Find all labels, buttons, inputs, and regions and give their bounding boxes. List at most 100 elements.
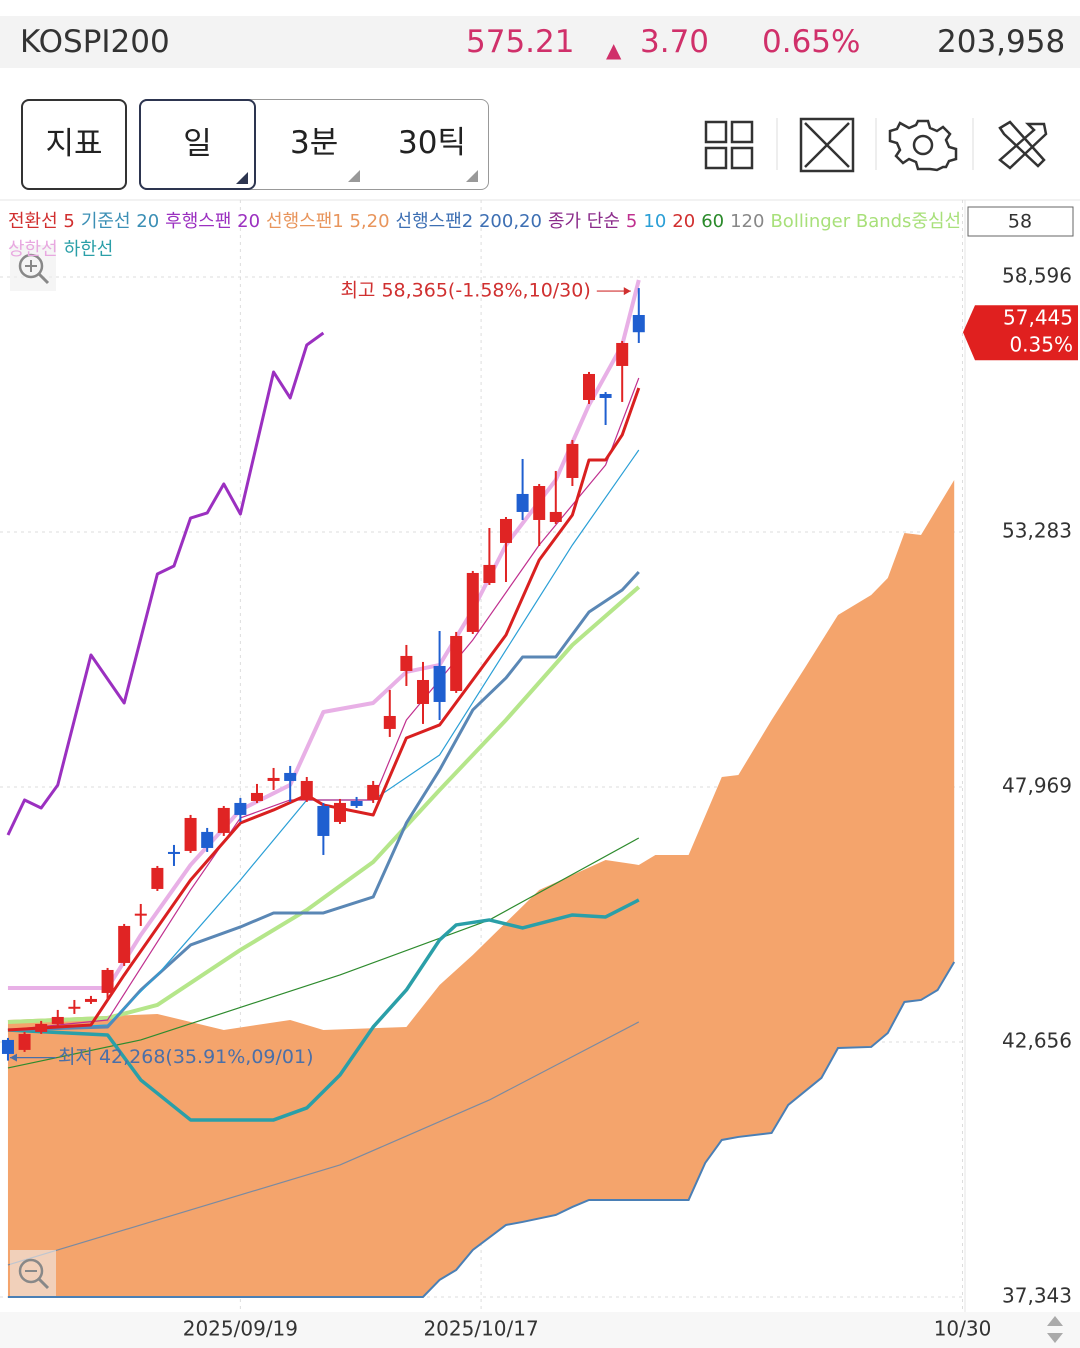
x-tick-label: 2025/10/17: [423, 1317, 538, 1341]
symbol: KOSPI200: [20, 24, 170, 60]
candle-body: [101, 969, 114, 993]
candle-body: [549, 511, 562, 522]
candle-body: [350, 800, 363, 806]
price-marker-label: 57,445: [1003, 306, 1073, 330]
candle-body: [217, 807, 230, 833]
scroll-arrows[interactable]: [1047, 1316, 1063, 1343]
scale-input[interactable]: [967, 206, 1074, 237]
legend-entry: 종가 단순: [547, 211, 620, 232]
candle-body: [632, 314, 645, 333]
candle-body: [234, 802, 247, 815]
candle-body: [400, 655, 413, 671]
period-button[interactable]: 일: [139, 99, 256, 190]
candle-body: [499, 518, 512, 543]
candle-body: [317, 805, 330, 836]
candle-body: [1, 1039, 14, 1054]
period-corner: [466, 170, 478, 182]
legend-entry: 10: [643, 211, 667, 232]
high-arrow-head: [623, 287, 631, 296]
x-axis-band: [0, 1312, 1080, 1348]
plot: 최고 58,365(-1.58%,10/30) 최저 42,268(35.91%,…: [0, 200, 965, 1310]
legend-entry: 하한선: [63, 239, 114, 260]
indicator-line: [6, 331, 325, 836]
candle-body: [151, 867, 164, 889]
header-bar: KOSPI200 575.21 ▲ 3.70 0.65% 203,958: [0, 16, 1080, 68]
candle-body: [582, 373, 595, 400]
indicator-line: [7, 279, 641, 990]
price-marker: [963, 305, 1078, 361]
indicator-line: [7, 387, 641, 1032]
candle-body: [533, 485, 546, 520]
candle-body: [566, 443, 579, 478]
period-button[interactable]: 3분: [290, 125, 339, 161]
candle-body: [516, 493, 529, 512]
price: 575.21: [466, 24, 575, 60]
candle-body: [18, 1033, 31, 1050]
period-button[interactable]: 30틱: [398, 125, 466, 161]
legend-entry: 선행스팬1 5,20: [266, 211, 390, 232]
high-label: 최고 58,365(-1.58%,10/30): [340, 280, 590, 302]
legend-entry: 20: [672, 211, 696, 232]
y-tick-label: 53,283: [1002, 518, 1072, 542]
candle-body: [84, 998, 97, 1002]
candle-body: [51, 1016, 64, 1024]
cloud-lower-edge: [7, 961, 956, 1298]
legend-entry: 120: [730, 211, 765, 232]
indicator-line: [7, 570, 640, 1032]
legend-entry: 후행스팬 20: [165, 211, 261, 232]
y-tick-label: 37,343: [1002, 1283, 1072, 1307]
y-tick-label: 42,656: [1002, 1029, 1072, 1053]
candle-body: [416, 679, 429, 704]
legend-entry: 5: [625, 211, 638, 232]
indicator-line: [7, 837, 640, 1069]
period-corner: [348, 170, 360, 182]
legend-row: 상한선 하한선: [8, 237, 408, 263]
candle-body: [68, 1006, 81, 1009]
x-tick-label: 10/30: [934, 1317, 992, 1341]
up-arrow: ▲: [606, 38, 622, 62]
layout-icon[interactable]: [704, 120, 754, 170]
candle-body: [466, 572, 479, 632]
candle-body: [284, 772, 297, 781]
cloud: [7, 479, 955, 1297]
legend-entry: Bollinger Bands중심선 20,2: [770, 211, 965, 232]
fullscreen-icon[interactable]: [799, 117, 855, 173]
candle-body: [35, 1023, 48, 1032]
change-pct: 0.65%: [762, 24, 861, 60]
change: 3.70: [640, 24, 710, 60]
low-arrow-head: [9, 1053, 17, 1062]
candle-body: [167, 851, 180, 854]
price-marker-change: 0.35%: [1009, 333, 1073, 357]
candle-body: [250, 792, 263, 801]
legend-entry: 선행스팬2 200,20: [395, 211, 542, 232]
candle-body: [599, 393, 612, 398]
candle-body: [118, 925, 131, 963]
zoom-out[interactable]: [10, 1250, 56, 1296]
indicator-button[interactable]: 지표: [21, 99, 127, 190]
legend-entry: 60: [701, 211, 725, 232]
x-tick-label: 2025/09/19: [183, 1317, 298, 1341]
candle-body: [184, 817, 197, 851]
indicator-line: [7, 898, 640, 1122]
indicator-line: [7, 1021, 640, 1266]
indicator-line: [7, 585, 641, 1024]
settings-icon[interactable]: [888, 119, 958, 172]
tools-icon[interactable]: [998, 120, 1048, 170]
candle-body: [616, 342, 629, 366]
candle-body: [383, 715, 396, 729]
candle-body: [450, 635, 463, 691]
zoom-in[interactable]: [10, 245, 56, 291]
candle-body: [134, 913, 147, 916]
legend-entry: 기준선 20: [80, 211, 160, 232]
low-label: 최저 42,268(35.91%,09/01): [58, 1046, 314, 1068]
candle-body: [267, 777, 280, 781]
candle-body: [300, 780, 313, 800]
candle-body: [367, 784, 380, 800]
candle-body: [201, 831, 214, 848]
y-tick-label: 47,969: [1002, 774, 1072, 798]
scale-input-text: 58: [1008, 211, 1032, 233]
volume: 203,958: [937, 24, 1066, 60]
candle-body: [433, 665, 446, 702]
